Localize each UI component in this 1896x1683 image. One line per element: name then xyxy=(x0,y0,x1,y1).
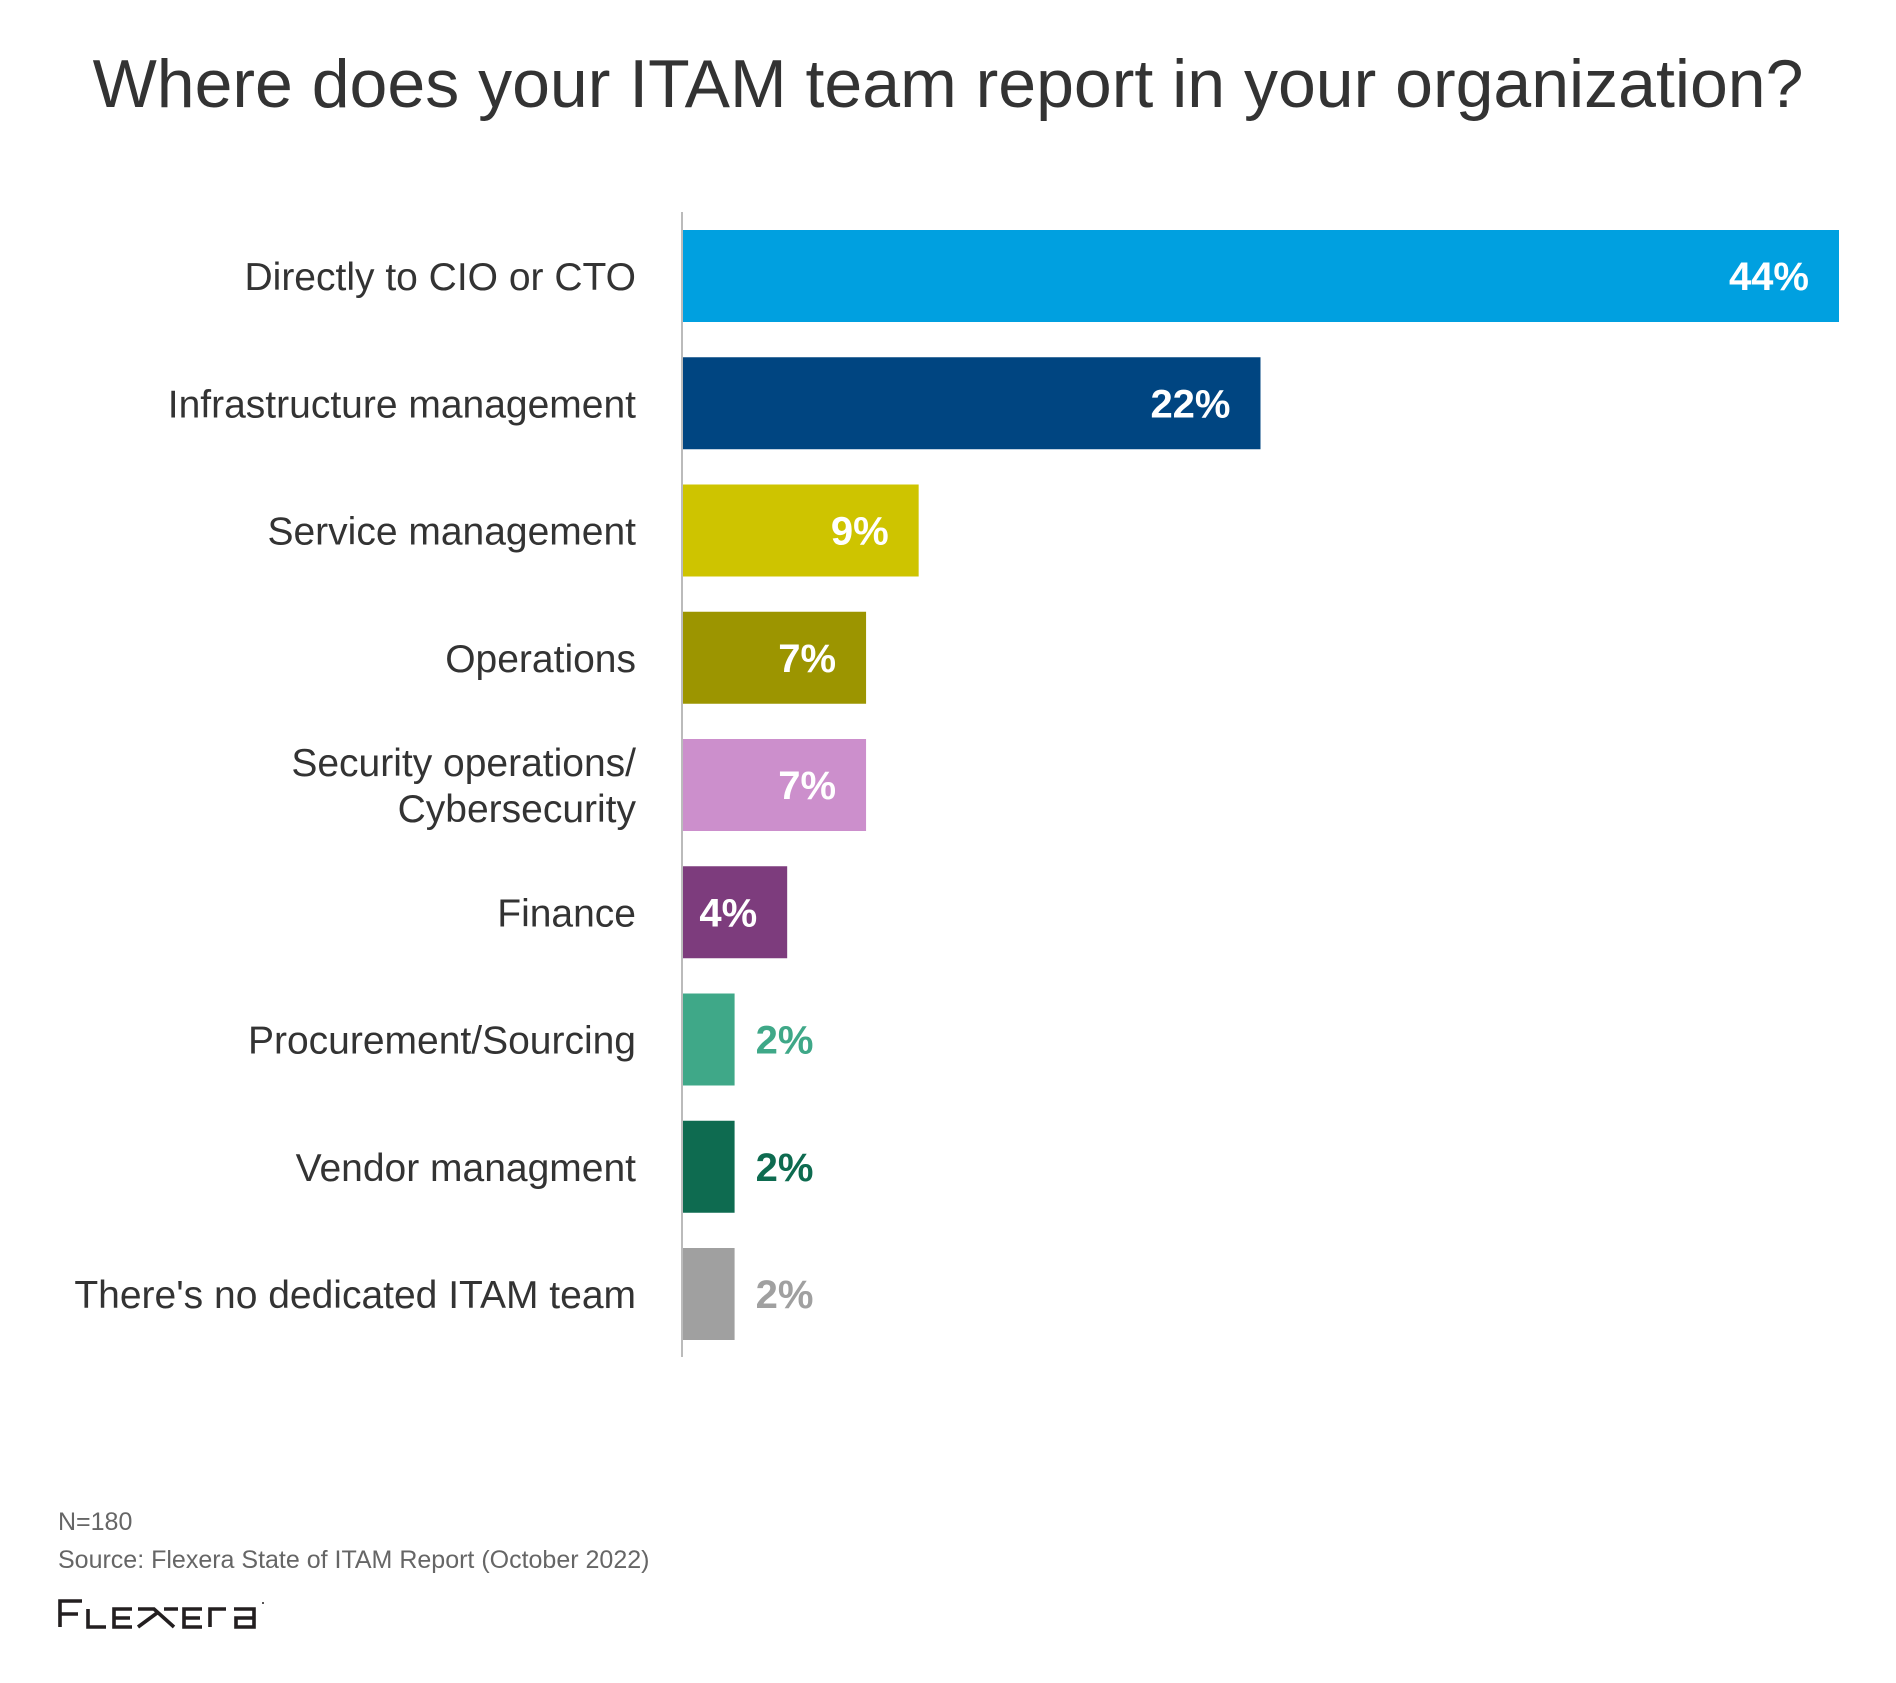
data-label: 44% xyxy=(1729,255,1809,299)
category-label-line: Cybersecurity xyxy=(398,788,637,831)
data-label: 7% xyxy=(778,764,836,808)
data-label: 22% xyxy=(1150,382,1230,426)
bar xyxy=(683,230,1839,322)
flexera-logo xyxy=(58,1599,264,1629)
sample-size: N=180 xyxy=(58,1508,133,1536)
bar-chart: Directly to CIO or CTO Infrastructure man… xyxy=(74,212,1839,1357)
category-label: Infrastructure management xyxy=(168,383,636,426)
bar xyxy=(683,866,788,959)
bar xyxy=(683,993,735,1086)
category-label: Vendor managment xyxy=(296,1147,637,1190)
data-label: 2% xyxy=(756,1019,814,1063)
bar xyxy=(683,739,867,831)
bars-group xyxy=(683,230,1839,1340)
bar xyxy=(683,357,1261,450)
value-labels: 44% 22% 9% 7% 7% 4% 2% 2% 2% xyxy=(699,255,1809,1317)
category-label: Directly to CIO or CTO xyxy=(244,256,636,299)
category-labels: Directly to CIO or CTO Infrastructure man… xyxy=(74,256,636,1317)
category-label: Finance xyxy=(497,892,636,935)
bar xyxy=(683,611,867,704)
category-label: Security operations/Cybersecurity xyxy=(291,742,636,831)
data-label: 2% xyxy=(756,1146,814,1190)
category-label: There's no dedicated ITAM team xyxy=(74,1274,636,1317)
bar xyxy=(683,484,919,577)
source-note: Source: Flexera State of ITAM Report (Oc… xyxy=(58,1546,650,1574)
category-label-line: Vendor managment xyxy=(296,1147,637,1190)
category-label-line: Operations xyxy=(445,638,636,681)
category-label-line: Infrastructure management xyxy=(168,383,636,426)
data-label: 2% xyxy=(756,1273,814,1317)
category-label: Service management xyxy=(267,511,636,554)
category-label-line: Security operations/ xyxy=(291,742,636,785)
category-label: Operations xyxy=(445,638,636,681)
category-label-line: Procurement/Sourcing xyxy=(248,1020,636,1063)
data-label: 9% xyxy=(831,510,889,554)
chart-title: Where does your ITAM team report in your… xyxy=(92,46,1804,122)
bar xyxy=(683,1120,735,1213)
category-label-line: There's no dedicated ITAM team xyxy=(74,1274,636,1317)
category-label: Procurement/Sourcing xyxy=(248,1020,636,1063)
data-label: 4% xyxy=(699,891,757,935)
bar xyxy=(683,1248,735,1340)
category-label-line: Finance xyxy=(497,892,636,935)
data-label: 7% xyxy=(778,637,836,681)
category-label-line: Service management xyxy=(267,511,636,554)
category-label-line: Directly to CIO or CTO xyxy=(244,256,636,299)
